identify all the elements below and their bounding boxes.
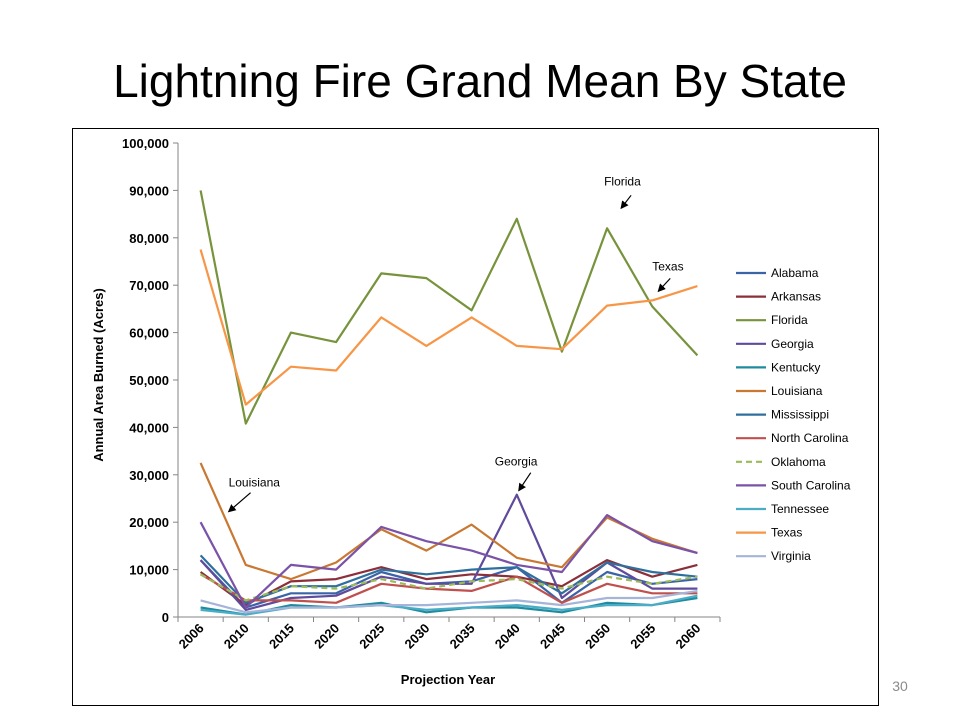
legend-label-kentucky: Kentucky (771, 360, 820, 374)
legend-label-florida: Florida (771, 313, 808, 327)
slide-title: Lightning Fire Grand Mean By State (113, 55, 847, 107)
y-tick-label: 100,000 (122, 136, 169, 151)
series-line-kentucky (200, 596, 698, 616)
annotation-arrow (518, 472, 532, 492)
series-line-virginia (200, 589, 698, 614)
legend-label-arkansas: Arkansas (771, 290, 821, 304)
annotation-louisiana: Louisiana (229, 476, 281, 490)
y-axis: 0 10,000 20,000 30,000 40,000 50,000 60,000 70,… (122, 136, 179, 625)
annotation-georgia: Georgia (495, 455, 538, 469)
x-axis-label: Projection Year (401, 672, 495, 687)
annotation-arrow (657, 277, 671, 293)
x-tick-label: 2030 (401, 621, 432, 652)
y-tick-label: 50,000 (129, 373, 169, 388)
y-tick-label: 10,000 (129, 563, 169, 578)
series-line-florida (199, 190, 699, 425)
chart-frame: 0 10,000 20,000 30,000 40,000 50,000 60,000 70,… (72, 128, 879, 706)
x-tick-label: 2050 (582, 621, 613, 652)
annotation-arrow (227, 492, 251, 513)
y-axis-label: Annual Area Burned (Acres) (91, 288, 106, 462)
page-number: 30 (892, 678, 908, 694)
annotation-texas: Texas (652, 259, 683, 273)
legend-label-alabama: Alabama (771, 266, 819, 280)
x-tick-label: 2040 (492, 621, 523, 652)
y-tick-label: 20,000 (129, 515, 169, 530)
legend-label-tennessee: Tennessee (771, 502, 829, 516)
legend-label-north-carolina: North Carolina (771, 431, 849, 445)
series-line-north-carolina (200, 573, 698, 604)
series-lines (199, 190, 699, 616)
legend-label-south-carolina: South Carolina (771, 478, 851, 492)
chart-legend: Alabama Arkansas Florida Georgia Kentucky Lou… (736, 266, 851, 563)
y-tick-label: 60,000 (129, 326, 169, 341)
legend-label-virginia: Virginia (771, 549, 811, 563)
legend-label-texas: Texas (771, 526, 802, 540)
y-tick-label: 40,000 (129, 420, 169, 435)
x-tick-label: 2025 (356, 621, 387, 652)
series-line-texas (199, 249, 698, 406)
line-chart: 0 10,000 20,000 30,000 40,000 50,000 60,000 70,… (91, 136, 851, 687)
x-tick-label: 2060 (672, 621, 703, 652)
y-tick-label: 30,000 (129, 468, 169, 483)
series-line-south-carolina (199, 514, 698, 609)
x-axis: 2006 2010 2015 2020 2025 2030 2035 2040 2045 2050… (176, 616, 721, 652)
y-tick-label: 0 (162, 610, 169, 625)
x-tick-label: 2015 (266, 621, 297, 652)
series-line-louisiana (199, 462, 698, 581)
x-tick-label: 2006 (176, 621, 207, 652)
annotation-arrow (620, 194, 632, 210)
legend-label-mississippi: Mississippi (771, 408, 829, 422)
series-line-alabama (199, 559, 698, 609)
legend-label-louisiana: Louisiana (771, 384, 823, 398)
x-tick-label: 2045 (537, 621, 568, 652)
series-line-oklahoma (200, 573, 698, 602)
y-tick-label: 90,000 (129, 183, 169, 198)
x-tick-label: 2055 (627, 621, 658, 652)
legend-label-oklahoma: Oklahoma (771, 455, 826, 469)
annotation-florida: Florida (604, 174, 641, 188)
series-line-arkansas (199, 559, 698, 607)
x-tick-label: 2010 (221, 621, 252, 652)
x-tick-label: 2035 (447, 621, 478, 652)
legend-label-georgia: Georgia (771, 337, 814, 351)
x-tick-label: 2020 (311, 621, 342, 652)
y-tick-label: 70,000 (129, 278, 169, 293)
y-tick-label: 80,000 (129, 231, 169, 246)
chart-annotations: Florida Texas Louisiana Georgia (227, 174, 684, 513)
